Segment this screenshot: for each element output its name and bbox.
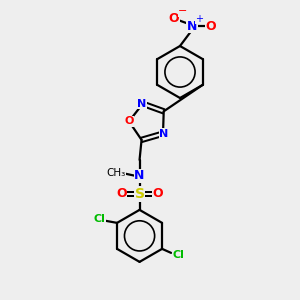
Text: O: O [169, 11, 179, 25]
Text: Cl: Cl [172, 250, 184, 260]
Text: +: + [195, 14, 203, 24]
Text: N: N [159, 129, 169, 139]
Text: O: O [206, 20, 216, 32]
Text: −: − [178, 6, 188, 16]
Text: N: N [134, 169, 145, 182]
Text: N: N [187, 20, 197, 32]
Text: O: O [116, 188, 127, 200]
Text: O: O [152, 188, 163, 200]
Text: N: N [137, 99, 146, 109]
Text: Cl: Cl [93, 214, 105, 224]
Text: O: O [124, 116, 134, 126]
Text: CH₃: CH₃ [106, 168, 125, 178]
Text: S: S [135, 187, 145, 201]
